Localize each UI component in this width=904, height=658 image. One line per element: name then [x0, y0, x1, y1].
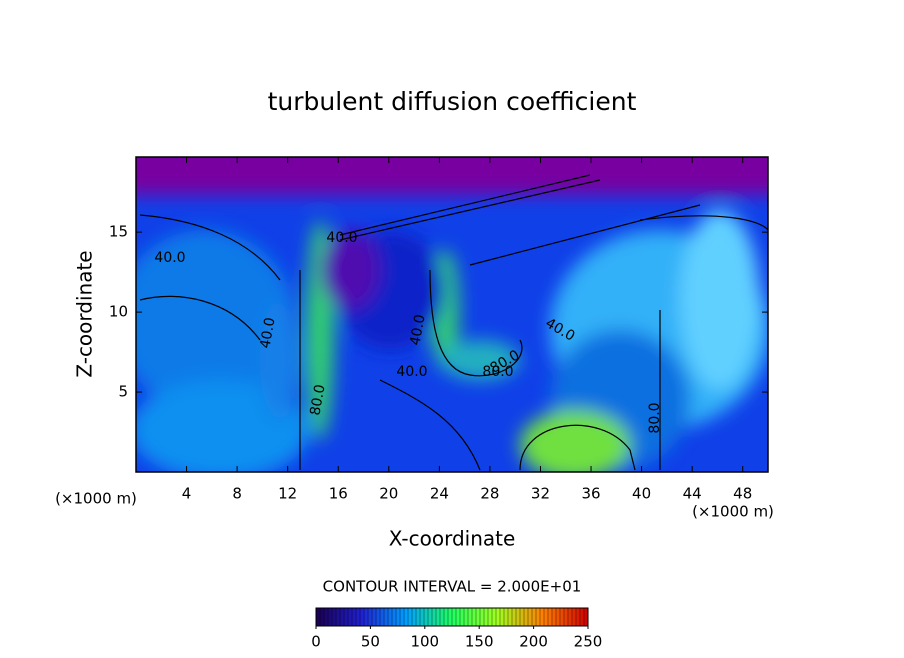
contour-interval: CONTOUR INTERVAL = 2.000E+01 [323, 578, 582, 596]
chart-title: turbulent diffusion coefficient [268, 87, 637, 116]
contour-label: 80.0 [647, 402, 663, 433]
x-tick-label: 36 [581, 485, 600, 503]
x-tick-label: 20 [379, 485, 398, 503]
x-tick-label: 44 [683, 485, 702, 503]
colorbar-tick-label: 100 [410, 633, 439, 651]
colorbar-tick-label: 0 [311, 633, 321, 651]
y-axis-label: Z-coordinate [73, 250, 97, 377]
y-tick-label: 15 [109, 223, 128, 241]
contour-label: 80.0 [307, 383, 328, 416]
x-tick-label: 32 [531, 485, 550, 503]
colorbar-tick-label: 250 [574, 633, 603, 651]
x-tick-label: 16 [329, 485, 348, 503]
contour-label: 40.0 [154, 250, 185, 266]
x-tick-label: 24 [430, 485, 449, 503]
x-tick-label: 12 [278, 485, 297, 503]
contour-label: 40.0 [396, 364, 427, 380]
x-tick-label: 40 [632, 485, 651, 503]
contour-label: 80.0 [482, 364, 513, 380]
y-unit: (×1000 m) [692, 503, 774, 521]
field [136, 157, 768, 472]
y-tick-label: 10 [109, 303, 128, 321]
contour-label: 40.0 [407, 313, 428, 346]
colorbar-tick-label: 200 [519, 633, 548, 651]
plot-frame [135, 156, 769, 473]
contour-label: 40.0 [257, 316, 278, 349]
x-tick-label: 4 [182, 485, 192, 503]
y-tick-label: 5 [118, 383, 128, 401]
x-tick-label: 28 [480, 485, 499, 503]
x-unit: (×1000 m) [55, 490, 137, 508]
x-axis-label: X-coordinate [389, 527, 516, 551]
colorbar-tick-label: 50 [361, 633, 380, 651]
contour-label: 40.0 [326, 230, 357, 246]
x-tick-label: 48 [733, 485, 752, 503]
colorbar-tick-label: 150 [465, 633, 494, 651]
x-tick-label: 8 [232, 485, 242, 503]
